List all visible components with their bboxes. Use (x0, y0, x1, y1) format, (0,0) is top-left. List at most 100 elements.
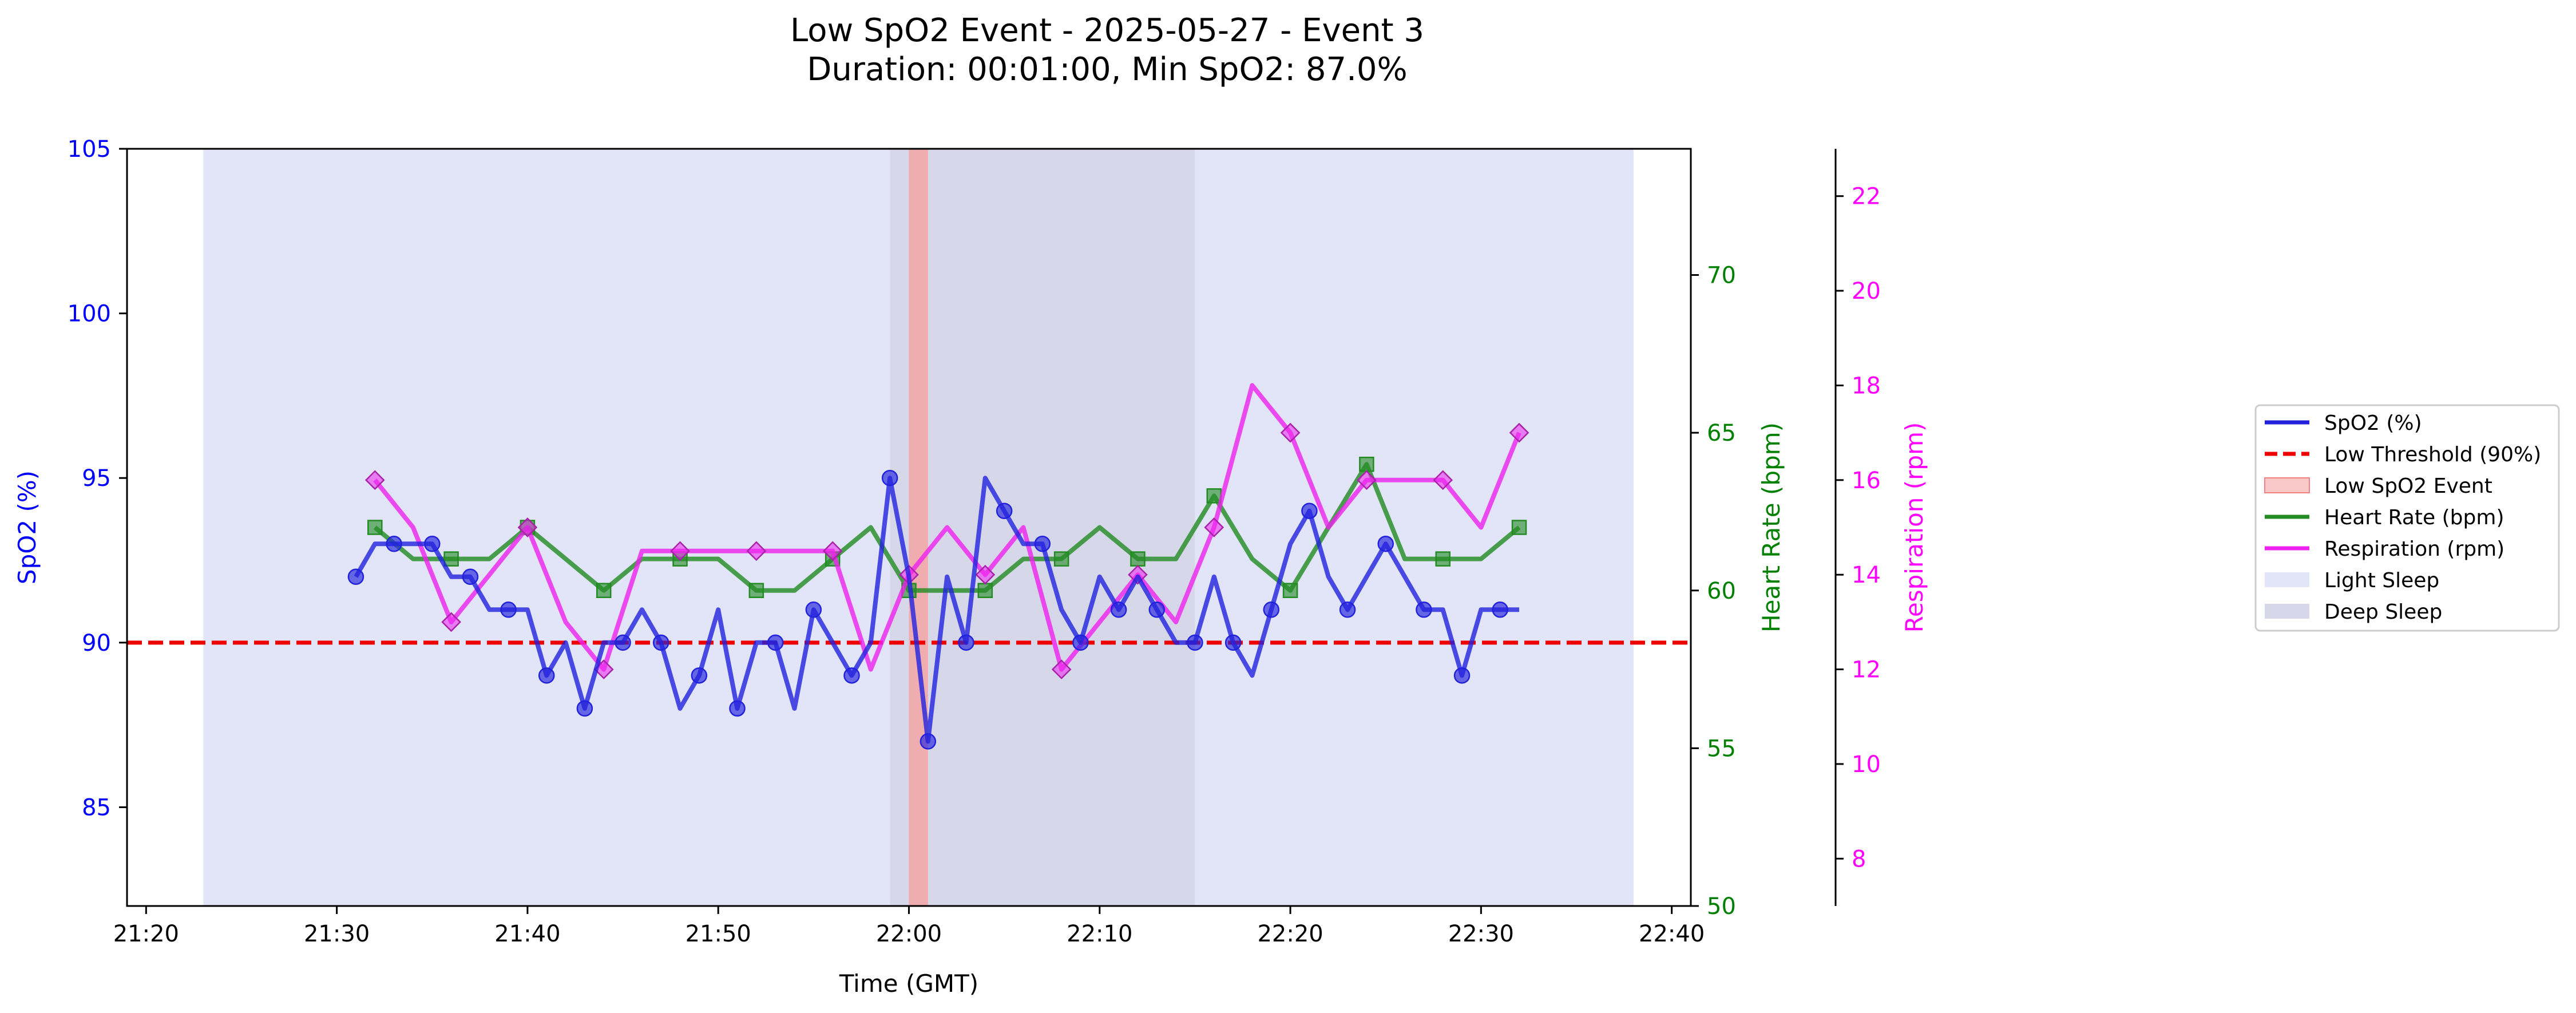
respiration-point-11 (1204, 517, 1224, 537)
spo2-point-9 (691, 667, 708, 684)
spo2-point-11 (767, 634, 784, 651)
heart-rate-point-13 (1359, 457, 1374, 472)
spo2-tick-label: 85 (82, 794, 111, 821)
chart-title: Low SpO2 Event - 2025-05-27 - Event 3 (790, 12, 1424, 49)
resp-tick-label: 12 (1852, 657, 1881, 683)
respiration-point-6 (822, 541, 843, 561)
spo2-point-26 (1339, 602, 1356, 618)
spo2-axis-label: SpO2 (%) (13, 470, 41, 584)
respiration-point-13 (1357, 470, 1377, 490)
spo2-tick-label: 105 (68, 136, 111, 163)
legend-label-low-spo2-event: Low SpO2 Event (2324, 474, 2492, 498)
x-tick-label: 21:50 (685, 921, 751, 947)
legend-label-spo2: SpO2 (%) (2324, 411, 2422, 435)
resp-tick-label: 8 (1852, 846, 1866, 872)
spo2-point-12 (805, 602, 822, 618)
resp-axis-label: Respiration (rpm) (1900, 422, 1928, 633)
heart-rate-point-12 (1282, 583, 1298, 598)
spo2-point-23 (1224, 634, 1242, 651)
resp-tick-label: 16 (1852, 468, 1881, 494)
x-tick-label: 22:10 (1067, 921, 1132, 947)
spo2-point-0 (347, 568, 364, 585)
spo2-point-28 (1416, 602, 1432, 618)
legend-swatch-deep-sleep (2265, 604, 2309, 619)
heart-rate-point-10 (1130, 551, 1146, 567)
spo2-point-30 (1492, 602, 1508, 618)
spo2-point-8 (652, 634, 669, 651)
spo2-point-5 (538, 667, 555, 684)
respiration-point-8 (975, 564, 996, 585)
legend-label-low-threshold-90: Low Threshold (90%) (2324, 443, 2541, 466)
respiration-point-0 (364, 470, 385, 490)
resp-tick-label: 10 (1852, 751, 1881, 778)
spo2-tick-label: 90 (82, 630, 111, 656)
legend-box (2254, 404, 2560, 632)
x-tick-label: 22:30 (1448, 921, 1514, 947)
spo2-point-3 (462, 568, 479, 585)
respiration-point-15 (1509, 422, 1529, 443)
spo2-point-18 (1034, 536, 1051, 552)
chart-subtitle: Duration: 00:01:00, Min SpO2: 87.0% (807, 51, 1408, 88)
x-axis-label: Time (GMT) (839, 970, 978, 998)
resp-tick-label: 18 (1852, 373, 1881, 399)
spo2-point-21 (1148, 602, 1166, 618)
spo2-point-24 (1263, 602, 1280, 618)
legend-label-light-sleep: Light Sleep (2324, 569, 2439, 592)
resp-tick-label: 14 (1852, 562, 1881, 588)
spo2-point-25 (1301, 502, 1318, 519)
spo2-point-15 (920, 733, 937, 750)
hr-tick-label: 55 (1707, 735, 1736, 762)
heart-rate-point-9 (1053, 551, 1069, 567)
spo2-point-4 (500, 602, 517, 618)
respiration-point-4 (670, 541, 690, 561)
legend-label-deep-sleep: Deep Sleep (2324, 600, 2442, 624)
legend-label-heart-rate-bpm: Heart Rate (bpm) (2324, 506, 2504, 529)
spo2-point-16 (958, 634, 974, 651)
heart-rate-point-14 (1435, 551, 1451, 567)
respiration-point-9 (1051, 659, 1072, 679)
respiration-point-2 (517, 517, 538, 537)
heart-rate-point-8 (977, 583, 993, 598)
respiration-point-12 (1280, 422, 1301, 443)
spo2-point-19 (1072, 634, 1089, 651)
legend-label-respiration-rpm: Respiration (rpm) (2324, 537, 2504, 561)
low-spo2-event-span (909, 149, 928, 906)
heart-rate-point-1 (443, 551, 459, 567)
heart-rate-point-15 (1511, 520, 1527, 535)
spo2-tick-label: 95 (82, 465, 111, 492)
legend-swatch-low-spo2-event (2264, 477, 2310, 493)
hr-tick-label: 65 (1707, 420, 1736, 446)
respiration-point-14 (1433, 470, 1453, 490)
heart-rate-point-3 (596, 583, 612, 598)
spo2-tick-label: 100 (68, 301, 111, 327)
x-tick-label: 21:20 (113, 921, 179, 947)
spo2-point-13 (843, 667, 860, 684)
plot-area (127, 149, 1691, 906)
hr-tick-label: 50 (1707, 893, 1736, 920)
heart-rate-point-0 (367, 520, 383, 535)
legend: SpO2 (%) Low Threshold (90%) Low SpO2 Even… (2254, 404, 2560, 632)
spo2-point-14 (881, 469, 898, 486)
spo2-point-2 (424, 536, 441, 552)
spo2-point-6 (576, 700, 593, 717)
heart-rate-point-11 (1206, 488, 1222, 504)
spo2-point-20 (1110, 602, 1127, 618)
x-tick-label: 21:30 (304, 921, 370, 947)
spo2-point-29 (1453, 667, 1471, 684)
heart-rate-point-5 (748, 583, 764, 598)
hr-tick-label: 70 (1707, 263, 1736, 289)
x-tick-label: 22:20 (1257, 921, 1323, 947)
resp-tick-label: 22 (1852, 184, 1881, 210)
spo2-point-7 (615, 634, 631, 651)
x-tick-label: 22:40 (1639, 921, 1705, 947)
respiration-point-5 (746, 541, 767, 561)
spo2-point-27 (1377, 536, 1394, 552)
hr-axis-label: Heart Rate (bpm) (1757, 422, 1785, 632)
axes: 21:20 21:30 21:40 21:50 22:00 22:10 22:20 22:30… (13, 136, 1928, 998)
spo2-point-22 (1187, 634, 1203, 651)
spo2-point-10 (729, 700, 746, 717)
spo2-point-1 (386, 536, 402, 552)
legend-swatch-light-sleep (2265, 572, 2309, 587)
series-line-resp (373, 383, 1521, 672)
